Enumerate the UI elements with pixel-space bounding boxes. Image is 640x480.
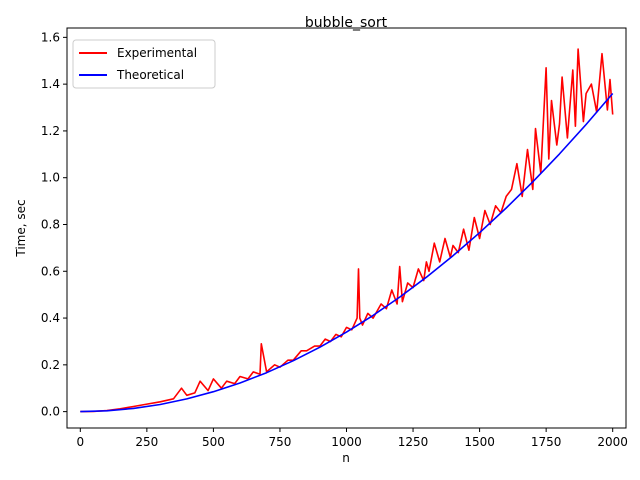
x-tick-label-2: 500 — [202, 435, 225, 449]
legend-label-experimental: Experimental — [117, 46, 197, 60]
y-tick-label-2: 0.4 — [41, 311, 60, 325]
x-tick-label-1: 250 — [135, 435, 158, 449]
y-tick-label-8: 1.6 — [41, 30, 60, 44]
y-tick-label-0: 0.0 — [41, 405, 60, 419]
series-theoretical — [80, 92, 614, 413]
y-axis-label: Time, sec — [14, 199, 28, 257]
x-tick-label-7: 1750 — [531, 435, 562, 449]
x-tick-label-6: 1500 — [464, 435, 495, 449]
series-layer — [80, 48, 614, 413]
legend: Experimental Theoretical — [72, 39, 216, 89]
y-tick-label-4: 0.8 — [41, 217, 60, 231]
y-tick-label-7: 1.4 — [41, 77, 60, 91]
y-tick-label-5: 1.0 — [41, 171, 60, 185]
x-axis-label: n — [342, 451, 350, 465]
legend-box — [72, 39, 216, 89]
y-axis: 0.0 0.2 0.4 0.6 0.8 1.0 1.2 1.4 1.6 — [41, 30, 67, 419]
y-tick-label-6: 1.2 — [41, 124, 60, 138]
x-axis: 0 250 500 750 1000 1250 1500 1750 2000 — [76, 428, 628, 449]
x-tick-label-8: 2000 — [597, 435, 628, 449]
y-tick-label-3: 0.6 — [41, 264, 60, 278]
x-tick-label-4: 1000 — [331, 435, 362, 449]
chart-title: bubble_sort — [305, 15, 388, 31]
y-tick-label-1: 0.2 — [41, 358, 60, 372]
x-tick-label-3: 750 — [268, 435, 291, 449]
x-tick-label-5: 1250 — [398, 435, 429, 449]
x-tick-label-0: 0 — [76, 435, 84, 449]
legend-label-theoretical: Theoretical — [116, 68, 184, 82]
